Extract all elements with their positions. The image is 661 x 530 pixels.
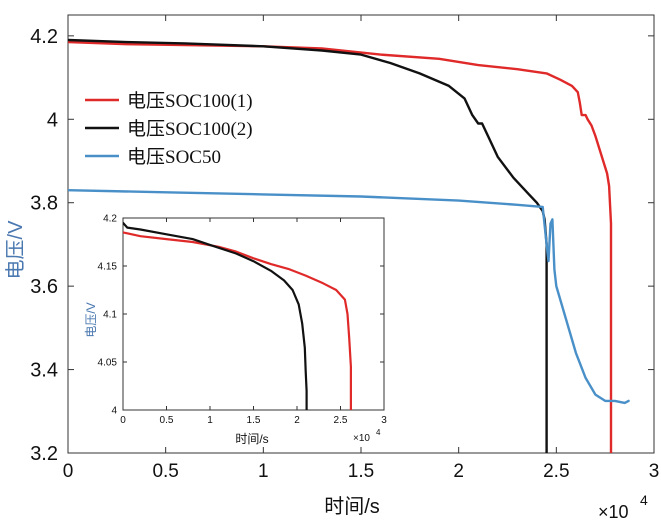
main-series-line-3 — [68, 188, 630, 405]
main-series-line-1 — [68, 40, 613, 453]
main-x-multiplier: ×10 4 — [598, 492, 648, 522]
inset-x-tick-label: 1.5 — [247, 415, 261, 426]
main-y-axis-label: 电压/V — [4, 220, 27, 280]
main-x-multiplier-exponent: 4 — [640, 492, 648, 508]
main-x-axis-label: 时间/s — [324, 495, 380, 518]
inset-y-tick-label: 4 — [111, 406, 117, 417]
inset-y-tick-label: 4.1 — [103, 310, 117, 321]
main-y-ticks: 3.2 3.4 3.6 3.8 4 4.2 — [30, 26, 654, 465]
inset-x-ticks: 0 0.5 1 1.5 2 2.5 3 — [120, 218, 387, 426]
inset-x-tick-label: 1 — [207, 415, 213, 426]
inset-x-tick-label: 0 — [120, 415, 126, 426]
inset-y-ticks: 4 4.05 4.1 4.15 4.2 — [98, 214, 384, 417]
main-y-tick-label: 3.4 — [30, 360, 58, 382]
main-y-tick-label: 4 — [47, 109, 58, 131]
main-x-tick-label: 2 — [453, 461, 464, 482]
main-y-tick-label: 3.2 — [30, 443, 58, 465]
inset-y-tick-label: 4.05 — [98, 358, 118, 369]
inset-x-tick-label: 0.5 — [160, 415, 174, 426]
legend: 电压SOC100(1) 电压SOC100(2) 电压SOC50 — [85, 90, 253, 168]
main-x-multiplier-base: ×10 — [598, 502, 629, 522]
legend-label-1: 电压SOC100(1) — [127, 90, 253, 112]
main-series-group — [68, 38, 630, 453]
inset-x-tick-label: 2 — [294, 415, 300, 426]
main-x-tick-label: 1.5 — [348, 461, 374, 482]
inset-series-group — [123, 221, 352, 410]
main-y-tick-label: 3.8 — [30, 193, 58, 215]
legend-label-2: 电压SOC100(2) — [127, 118, 253, 140]
main-x-tick-label: 0.5 — [152, 461, 178, 482]
inset-x-tick-label: 2.5 — [334, 415, 348, 426]
main-y-tick-label: 3.6 — [30, 276, 58, 298]
inset-x-tick-label: 3 — [381, 415, 387, 426]
inset-y-tick-label: 4.2 — [103, 214, 117, 225]
main-y-tick-label: 4.2 — [30, 26, 58, 48]
inset-series-line-2 — [123, 221, 308, 410]
main-x-ticks: 0 0.5 1 1.5 2 2.5 3 — [63, 15, 660, 482]
inset-x-axis-label: 时间/s — [235, 432, 268, 446]
legend-label-3: 电压SOC50 — [127, 146, 221, 168]
main-x-tick-label: 3 — [649, 461, 660, 482]
inset-background — [120, 215, 385, 410]
inset-chart: 0 0.5 1 1.5 2 2.5 3 44.054.14.154.2 时间/s 电压/V … — [84, 214, 387, 447]
main-x-tick-label: 2.5 — [543, 461, 569, 482]
main-chart: 0 0.5 1 1.5 2 2.5 3 3.2 3.4 3.6 3.8 4 4.2 时间/s 电压/V… — [4, 14, 660, 522]
main-x-tick-label: 0 — [63, 461, 74, 482]
inset-x-multiplier-exponent: 4 — [376, 428, 381, 437]
inset-series-line-1 — [123, 231, 352, 410]
inset-y-axis-label: 电压/V — [84, 302, 98, 337]
inset-y-tick-label: 4.15 — [98, 262, 118, 273]
inset-x-multiplier-base: ×10 — [353, 433, 370, 444]
main-x-tick-label: 1 — [258, 461, 269, 482]
inset-x-multiplier: ×10 4 — [353, 428, 381, 444]
